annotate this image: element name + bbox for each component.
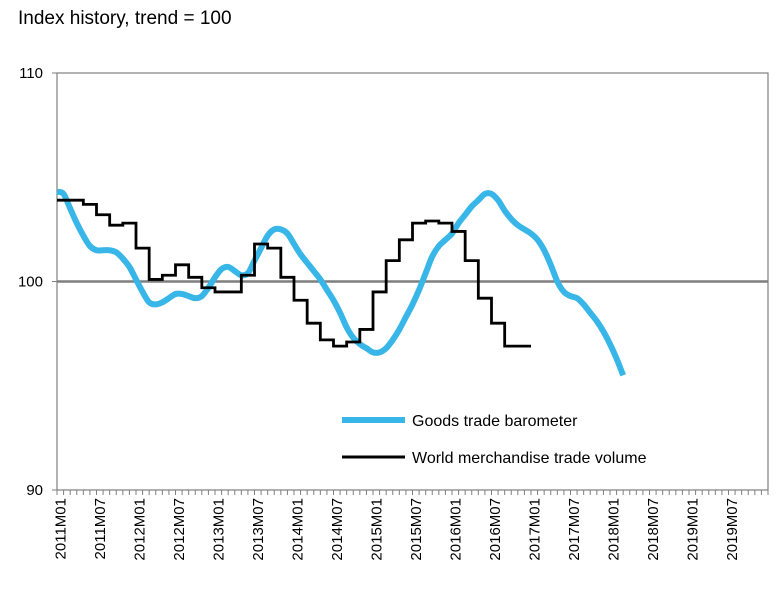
x-tick-label: 2013M07 (250, 498, 267, 561)
y-tick-label: 100 (18, 274, 43, 291)
x-tick-label: 2015M07 (408, 498, 425, 561)
x-tick-label: 2013M01 (210, 498, 227, 561)
y-tick-label: 90 (26, 482, 43, 499)
series-line-world-merchandise-trade-volume (57, 198, 531, 348)
x-tick-label: 2011M07 (92, 498, 109, 559)
legend-label-goods-trade-barometer: Goods trade barometer (412, 413, 578, 430)
x-tick-label: 2019M01 (684, 498, 701, 561)
x-tick-label: 2018M01 (605, 498, 622, 561)
x-tick-label: 2012M01 (131, 498, 148, 561)
x-tick-label: 2014M07 (329, 498, 346, 561)
y-tick-label: 110 (19, 65, 43, 82)
x-tick-label: 2016M07 (487, 498, 504, 561)
series-line-goods-trade-barometer (56, 188, 626, 377)
x-tick-label: 2015M01 (368, 498, 385, 561)
x-tick-label: 2016M01 (447, 498, 464, 561)
x-tick-label: 2012M07 (171, 498, 188, 561)
x-tick-label: 2014M01 (289, 498, 306, 561)
chart-subtitle: Index history, trend = 100 (18, 8, 232, 29)
legend-label-world-merchandise-trade-volume: World merchandise trade volume (412, 450, 647, 467)
x-tick-label: 2018M07 (645, 498, 662, 561)
x-tick-label: 2019M07 (724, 498, 741, 561)
x-tick-label: 2017M07 (566, 498, 583, 561)
x-tick-label: 2011M01 (52, 498, 69, 559)
x-tick-label: 2017M01 (526, 498, 543, 561)
